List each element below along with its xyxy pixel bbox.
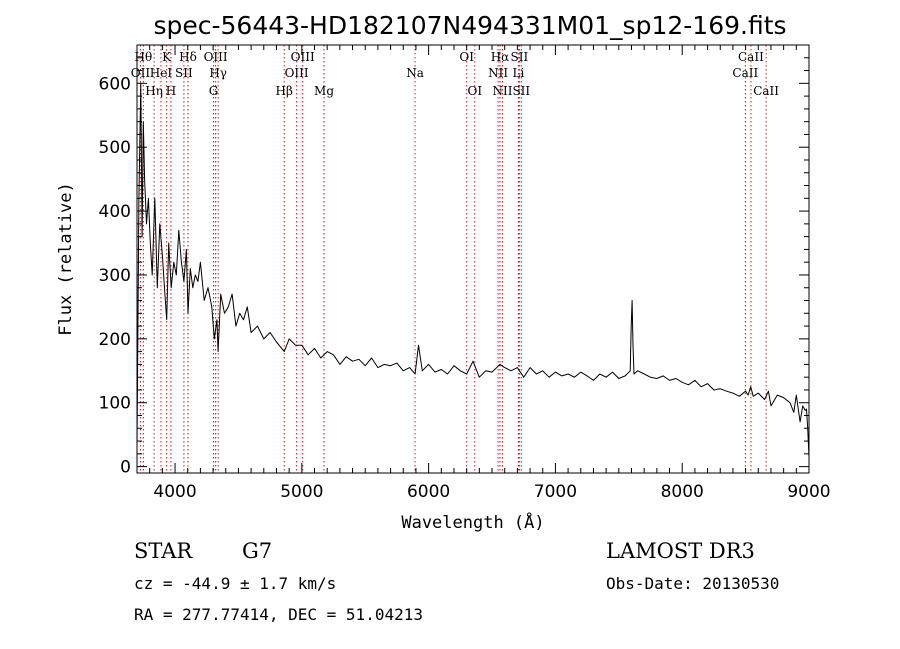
line-label-11: Hβ	[276, 84, 293, 98]
chart-title: spec-56443-HD182107N494331M01_sp12-169.f…	[153, 11, 786, 40]
line-label-1: Hθ	[134, 50, 152, 64]
line-label-26: CaII	[753, 84, 779, 98]
line-label-20: NII	[493, 84, 513, 98]
line-label-3: HeI	[150, 66, 173, 80]
spectral-line-markers	[139, 45, 767, 473]
line-label-13: OIII	[291, 50, 315, 64]
x-axis-label: Wavelength (Å)	[401, 511, 544, 533]
line-label-10: Hγ	[209, 66, 227, 80]
y-tick-label-6: 600	[99, 74, 131, 94]
line-label-4: K	[162, 50, 172, 64]
line-label-6: SII	[175, 66, 193, 80]
y-tick-label-5: 500	[99, 138, 131, 158]
line-label-2: Hη	[145, 84, 163, 98]
line-label-22: Li	[512, 66, 524, 80]
obs-date: Obs-Date: 20130530	[606, 574, 779, 593]
x-tick-label-2: 6000	[407, 482, 450, 502]
line-label-24: CaII	[732, 66, 758, 80]
plot-frame	[136, 44, 810, 474]
line-label-23: SII	[512, 84, 530, 98]
object-class: STAR	[134, 539, 193, 563]
line-label-19: Hα	[491, 50, 510, 64]
survey-name: LAMOST DR3	[606, 539, 755, 563]
y-tick-label-4: 400	[99, 202, 131, 222]
line-label-14: Mg	[314, 84, 334, 98]
y-axis: 0 100 200 300 400 500 600	[99, 57, 809, 478]
line-label-12: OIII	[285, 66, 309, 80]
line-label-25: CaII	[738, 50, 764, 64]
spectrum-line	[136, 82, 810, 458]
object-subclass: G7	[242, 539, 272, 563]
y-tick-label-2: 200	[99, 330, 131, 350]
y-tick-label-1: 100	[99, 394, 131, 414]
spectrum-series	[136, 82, 810, 458]
x-tick-label-0: 4000	[153, 482, 196, 502]
y-tick-label-0: 0	[120, 458, 131, 478]
line-label-7: Hδ	[179, 50, 197, 64]
line-label-16: OI	[459, 50, 474, 64]
line-label-17: OI	[467, 84, 482, 98]
x-tick-label-5: 9000	[787, 482, 830, 502]
line-label-21: SII	[511, 50, 529, 64]
redshift-text: cz = -44.9 ± 1.7 km/s	[134, 574, 336, 593]
x-tick-label-1: 5000	[280, 482, 323, 502]
y-tick-label-3: 300	[99, 266, 131, 286]
y-axis-label: Flux (relative)	[56, 182, 76, 336]
x-axis: 4000 5000 6000 7000 8000 9000	[149, 45, 831, 502]
line-label-9: OIII	[204, 50, 228, 64]
line-label-0: OII	[131, 66, 151, 80]
spectral-line-labels: OII Hθ Hη HeI K H SII Hδ G OIII Hγ Hβ OIII OIII Mg Na OI…	[131, 50, 780, 98]
x-tick-label-4: 8000	[661, 482, 704, 502]
line-label-15: Na	[406, 66, 424, 80]
line-label-5: H	[166, 84, 176, 98]
x-tick-label-3: 7000	[534, 482, 577, 502]
line-label-8: G	[209, 84, 219, 98]
line-label-18: NII	[488, 66, 508, 80]
coordinates: RA = 277.77414, DEC = 51.04213	[134, 605, 423, 624]
